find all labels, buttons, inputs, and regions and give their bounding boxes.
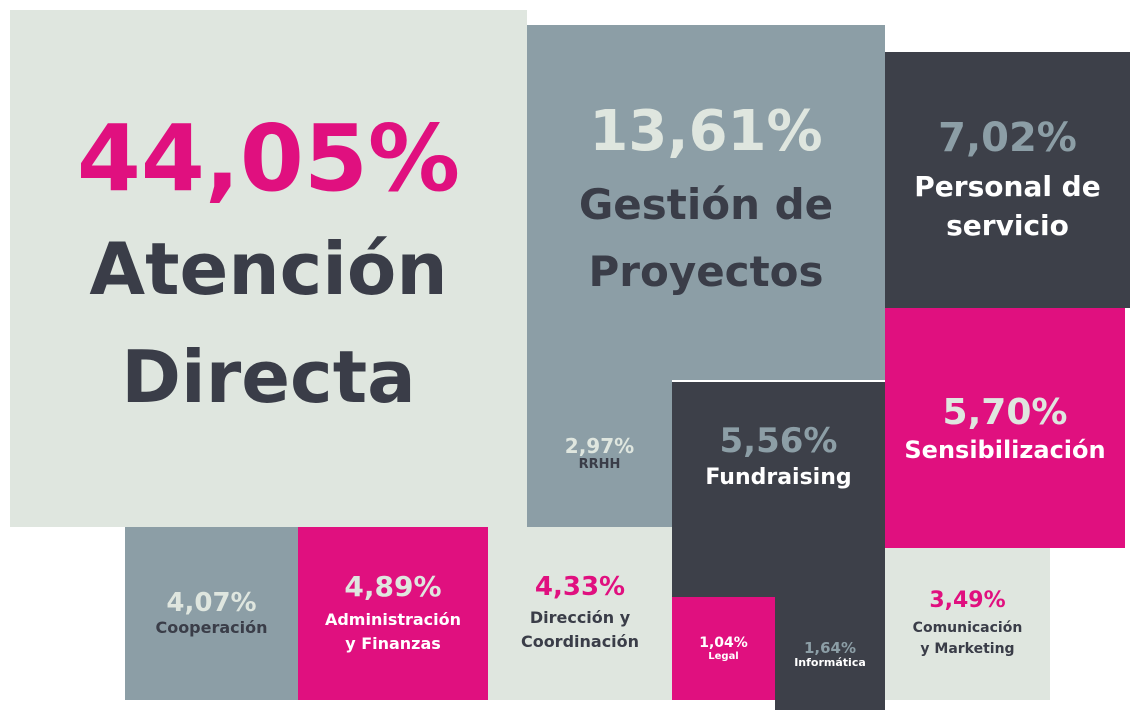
tile-value: 1,04% <box>699 634 748 651</box>
tile-value: 1,64% <box>803 639 857 658</box>
tile-value: 44,05% <box>76 104 461 212</box>
tile-label: Legal <box>708 650 739 662</box>
tile: 1,64% Informática <box>775 600 885 710</box>
tile-label: Coordinación <box>520 632 640 652</box>
tile: 4,33% Dirección y Coordinación <box>488 527 672 700</box>
tile-value: 4,33% <box>534 571 626 602</box>
tile-value: 3,49% <box>929 588 1006 614</box>
tile: 1,04% Legal <box>672 597 775 700</box>
tile: 4,89% Administración y Finanzas <box>298 527 488 700</box>
tile-value: 7,02% <box>938 114 1077 161</box>
tile-label: Atención <box>89 227 448 312</box>
tile-label: y Marketing <box>920 640 1015 657</box>
tile-label: Sensibilización <box>904 435 1106 464</box>
tile-label: Gestión de <box>578 179 834 229</box>
tile-label: y Finanzas <box>345 633 441 653</box>
tile-value: 5,70% <box>942 391 1068 433</box>
tile-value: 5,56% <box>719 420 838 461</box>
tile-label: Fundraising <box>705 464 852 490</box>
tile-label: Dirección y <box>529 608 631 628</box>
tile-label: Informática <box>794 656 866 670</box>
tile-value: 2,97% <box>564 433 635 458</box>
tile-value: 13,61% <box>589 99 823 165</box>
tile: 44,05% Atención Directa <box>10 10 527 527</box>
tile-label: RRHH <box>578 456 621 472</box>
tile: 13,61% Gestión de Proyectos <box>527 25 885 380</box>
tile: 7,02% Personal de servicio <box>885 52 1130 308</box>
tile-label: Proyectos <box>588 246 824 296</box>
tile-label: Administración <box>324 609 462 629</box>
tile-value: 4,07% <box>166 588 257 619</box>
tile-label: servicio <box>946 209 1069 242</box>
tile-label: Cooperación <box>155 618 268 638</box>
tile-value: 4,89% <box>344 570 442 604</box>
tile: 4,07% Cooperación <box>125 527 298 700</box>
tile: 3,49% Comunicación y Marketing <box>885 548 1050 700</box>
tile-label: Comunicación <box>912 619 1023 636</box>
tile: 5,56% Fundraising <box>672 382 885 600</box>
tile-label: Personal de <box>914 169 1101 203</box>
tile: 5,70% Sensibilización <box>885 308 1125 548</box>
tile: 2,97% RRHH <box>527 380 672 527</box>
tile-label: Directa <box>121 335 416 420</box>
